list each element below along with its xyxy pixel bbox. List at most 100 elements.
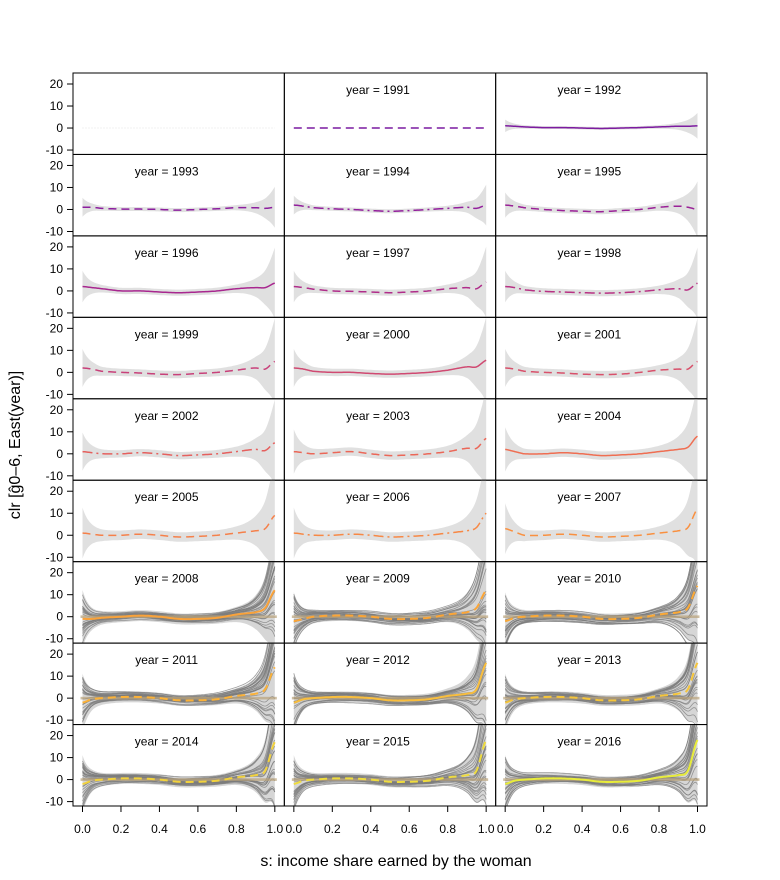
panel-year-label: year = 2016 [557, 735, 621, 749]
y-tick-label: 20 [50, 484, 64, 498]
x-tick-label: 1.0 [689, 822, 706, 836]
confidence-band [293, 480, 487, 562]
panel-year-label: year = 2015 [346, 735, 410, 749]
confidence-band [82, 186, 275, 228]
panel-plot-area [80, 561, 277, 644]
x-tick-label: 0.0 [74, 822, 91, 836]
series-line [82, 514, 276, 538]
x-tick-label: 0.0 [285, 822, 302, 836]
panel-plot-area [505, 480, 699, 562]
series-line [293, 739, 488, 785]
panel: year = 2008 [72, 561, 285, 644]
bootstrap-curve [505, 618, 698, 644]
series-line [505, 360, 698, 376]
panel-frame [495, 724, 708, 807]
panel-plot-area [293, 480, 487, 562]
y-tick-label: 10 [50, 425, 64, 439]
y-tick-label: 0 [56, 447, 63, 461]
panel: year = 1999 [72, 316, 285, 400]
bootstrap-curve [293, 643, 483, 725]
series-line [293, 662, 488, 704]
zero-band [80, 778, 277, 781]
panel-year-label: year = 2005 [135, 490, 199, 504]
x-axis-title: s: income share earned by the woman [260, 853, 531, 870]
panel: year = 2007 [495, 479, 708, 563]
panel-year-label: year = 1999 [135, 327, 199, 341]
zero-band [80, 615, 277, 619]
panel-year-label: year = 1991 [346, 83, 410, 97]
x-tick-label: 0.2 [535, 822, 552, 836]
y-tick-label: 0 [56, 773, 63, 787]
y-tick-label: -10 [46, 795, 64, 809]
series-line [505, 125, 698, 130]
y-axis-title: clr [ĝ0–6, East(year)] [7, 371, 24, 520]
series-line [293, 281, 487, 294]
y-tick-label: -10 [46, 387, 64, 401]
panel-plot-area [505, 318, 698, 399]
y-tick-label: 0 [56, 691, 63, 705]
confidence-band [505, 181, 698, 236]
series-line [82, 666, 276, 704]
y-tick-label: 10 [50, 180, 64, 194]
y-tick-label: 10 [50, 669, 64, 683]
x-tick-label: 0.8 [228, 822, 245, 836]
panel: year = 1993 [72, 153, 285, 237]
y-tick-label: 10 [50, 588, 64, 602]
x-tick-label: 0.8 [439, 822, 456, 836]
panel-plot-area [503, 643, 700, 725]
panel-year-label: year = 1994 [346, 164, 410, 178]
panel: year = 2005 [72, 479, 285, 563]
series-line [82, 741, 276, 785]
panel-plot-area [80, 643, 277, 725]
bootstrap-curve [82, 724, 270, 778]
panel: year = 2004 [495, 398, 708, 481]
bootstrap-curve [295, 619, 484, 644]
confidence-band [82, 480, 275, 562]
panel-plot-area [505, 398, 698, 481]
panel-plot-area [291, 643, 489, 725]
panel-plot-area [82, 480, 276, 562]
bootstrap-curve [82, 643, 275, 722]
panel-plot-area [293, 184, 487, 226]
panel-plot-area [82, 186, 275, 228]
bootstrap-envelope [82, 561, 275, 644]
panel-plot-area [503, 561, 700, 644]
x-tick-label: 0.4 [574, 822, 591, 836]
series-line [504, 739, 699, 785]
series-line [293, 437, 487, 457]
panel: year = 1992 [495, 72, 708, 155]
panel-year-label: year = 2012 [346, 653, 410, 667]
panel: year = 1996 [72, 235, 285, 318]
panel-year-label: year = 2009 [346, 572, 410, 586]
bootstrap-curve [82, 699, 276, 722]
panel: year = 2002 [72, 398, 285, 481]
bootstrap-curve [294, 782, 487, 806]
panel-year-label: year = 1993 [135, 164, 199, 178]
y-tick-label: 0 [56, 121, 63, 135]
y-tick-label: -10 [46, 306, 64, 320]
bootstrap-curve [293, 643, 487, 698]
y-tick-label: 20 [50, 403, 64, 417]
panels-layer: year = 1991 year = 1992 year = 1993 year = … [72, 72, 708, 807]
panel: year = 2003 [283, 398, 497, 481]
y-tick-label: 0 [56, 202, 63, 216]
panel-year-label: year = 1996 [135, 246, 199, 260]
panel-year-label: year = 2011 [135, 653, 198, 667]
panel-plot-area [293, 398, 487, 481]
panel-year-label: year = 2000 [346, 327, 410, 341]
panel: year = 2010 [495, 561, 708, 644]
panel-plot-area [293, 317, 487, 399]
panel: year = 2009 [283, 561, 497, 644]
x-tick-label: 1.0 [266, 822, 283, 836]
panel: year = 1994 [283, 153, 497, 237]
x-tick-label: 0.2 [324, 822, 341, 836]
axes-layer: 20100-1020100-1020100-1020100-1020100-10… [46, 77, 706, 836]
y-tick-label: 20 [50, 77, 64, 91]
panel-year-label: year = 2004 [557, 409, 621, 423]
y-tick-label: -10 [46, 632, 64, 646]
panel-plot-area [293, 246, 487, 318]
panel: year = 2015 [283, 724, 497, 807]
y-tick-label: 20 [50, 240, 64, 254]
zero-band [503, 615, 700, 619]
